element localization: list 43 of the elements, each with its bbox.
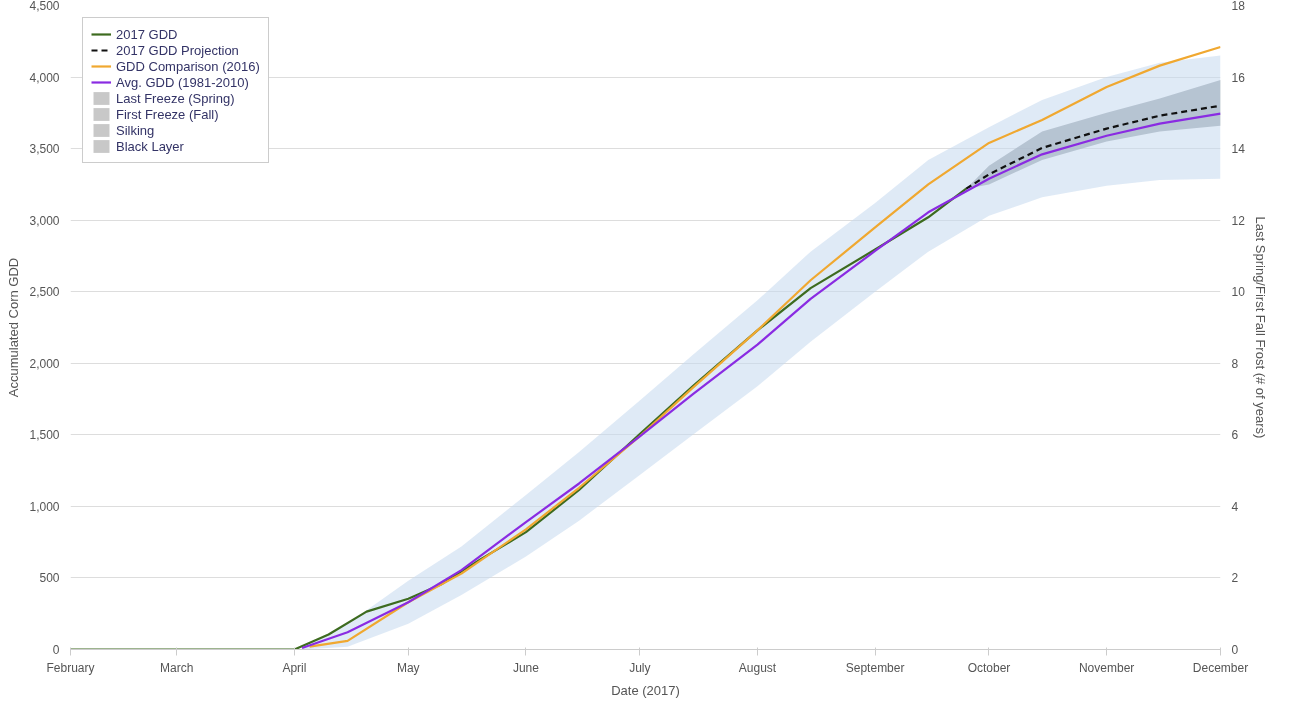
y2-tick-label: 2 [1231,571,1239,586]
y-tick-label: 1,000 [29,499,60,514]
x-axis-title: Date (2017) [611,682,680,698]
x-tick-label: October [967,660,1011,675]
legend-label: Silking [116,122,155,138]
y2-tick-label: 18 [1231,0,1246,13]
y-tick-label: 500 [39,571,60,586]
y-tick-label: 4,500 [29,0,60,13]
legend-label: Last Freeze (Spring) [116,90,235,106]
y-tick-label: 3,500 [29,142,60,157]
legend-label: 2017 GDD [116,26,178,42]
x-tick-label: June [512,660,540,675]
x-tick-label: July [629,660,651,675]
y2-tick-label: 8 [1231,356,1239,371]
x-tick-label: August [738,660,777,675]
y-tick-label: 3,000 [29,213,60,228]
line-series [70,187,968,650]
y2-tick-label: 6 [1231,428,1239,443]
y2-tick-label: 0 [1231,643,1239,657]
y-tick-label: 0 [52,643,60,657]
x-tick-label: April [282,660,307,675]
x-tick-label: May [396,660,420,675]
x-tick-label: December [1192,660,1249,675]
x-tick-label: February [46,660,95,675]
legend-label: 2017 GDD Projection [116,42,239,58]
y-tick-label: 4,000 [29,70,60,85]
y2-tick-label: 16 [1231,70,1246,85]
y-tick-label: 2,000 [29,356,60,371]
legend-label: First Freeze (Fall) [116,106,219,122]
y2-tick-label: 4 [1231,499,1239,514]
legend-label: GDD Comparison (2016) [116,58,260,74]
y2-tick-label: 12 [1231,213,1246,228]
x-tick-label: March [160,660,194,675]
y2-tick-label: 10 [1231,285,1246,300]
y2-tick-label: 14 [1231,142,1246,157]
legend-label: Avg. GDD (1981-2010) [116,74,249,90]
legend-label: Black Layer [116,138,184,154]
x-tick-label: September [845,660,905,675]
y2-axis-title: Last Spring/First Fall Frost (# of years) [1252,216,1268,439]
x-tick-label: November [1078,660,1135,675]
y-tick-label: 2,500 [29,285,60,300]
y-axis-title: Accumulated Corn GDD [6,257,22,398]
y-tick-label: 1,500 [29,428,60,443]
